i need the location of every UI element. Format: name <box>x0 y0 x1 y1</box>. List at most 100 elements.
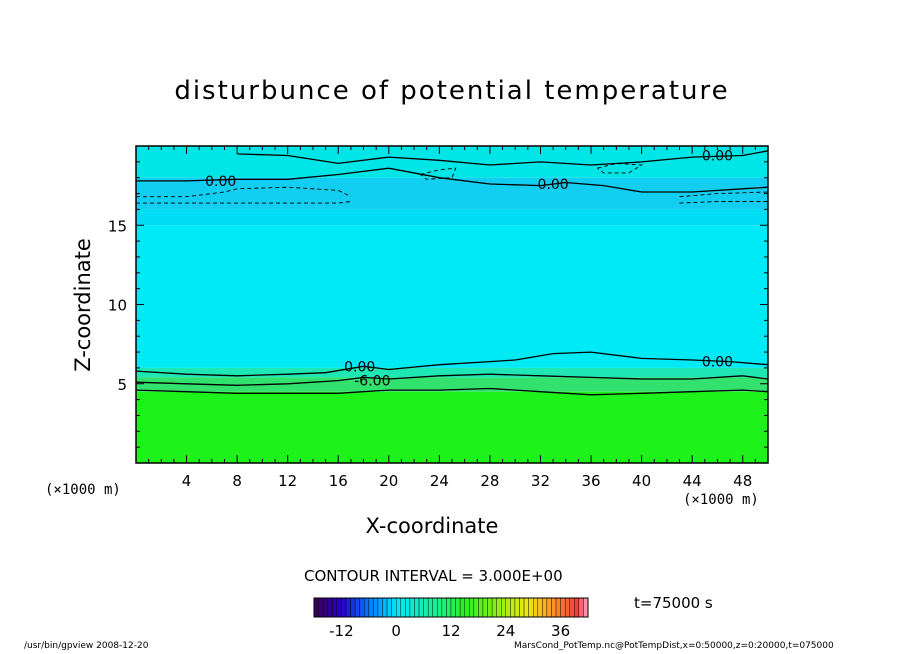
colorbar-cell <box>501 597 507 618</box>
colorbar-tick-label: 0 <box>391 622 401 640</box>
colorbar-cell <box>322 597 328 618</box>
y-tick-label: 10 <box>108 297 127 315</box>
colorbar-cell <box>405 597 411 618</box>
x-tick-label: 40 <box>632 472 651 490</box>
contour-label-0: 0.00 <box>205 174 236 190</box>
heatmap-layer-5 <box>136 177 768 210</box>
x-tick-label: 12 <box>278 472 297 490</box>
contour-line-5 <box>136 201 351 204</box>
colorbar-cell <box>569 597 575 618</box>
footer-source: MarsCond_PotTemp.nc@PotTempDist,x=0:5000… <box>514 641 834 651</box>
colorbar-cell <box>354 597 360 618</box>
y-tick-label: 15 <box>108 217 127 235</box>
x-tick-label: 4 <box>182 472 192 490</box>
contour-line-8 <box>679 191 768 198</box>
contour-labels: 0.00 0.000.000.00-6.000.00 <box>205 149 733 390</box>
x-tick-label: 32 <box>531 472 550 490</box>
colorbar-frame <box>313 597 589 618</box>
contour-line-4 <box>237 150 768 166</box>
colorbar-cell <box>478 597 484 618</box>
colorbar-cell <box>446 597 452 618</box>
x-tick-label: 16 <box>329 472 348 490</box>
colorbar-cell <box>373 597 379 618</box>
colorbar: -12 0 12 24 36 <box>313 597 589 640</box>
colorbar-cell <box>551 597 557 618</box>
contour-label-5: 0.00 <box>702 355 733 371</box>
colorbar-cell <box>487 597 493 618</box>
colorbar-cell <box>409 597 415 618</box>
x-tick-label: 20 <box>379 472 398 490</box>
colorbar-cell <box>368 597 374 618</box>
colorbar-cell <box>533 597 538 618</box>
contour-lines <box>136 150 768 396</box>
colorbar-cell <box>542 597 548 618</box>
x-tick-label: 8 <box>232 472 242 490</box>
colorbar-cell <box>491 597 497 618</box>
colorbar-cell <box>437 597 443 618</box>
time-label: t=75000 s <box>634 594 713 612</box>
colorbar-cell <box>482 597 488 618</box>
heatmap-layer-2 <box>136 367 768 378</box>
colorbar-cell <box>473 597 479 618</box>
contour-label-1: 0.00 <box>538 177 569 193</box>
contour-line-2 <box>136 387 768 396</box>
x-unit-label-left: (×1000 m) <box>45 482 121 498</box>
contour-label-3: 0.00 <box>344 359 375 375</box>
colorbar-cell <box>464 597 470 618</box>
colorbar-tick-label: 36 <box>551 622 570 640</box>
colorbar-cell <box>427 597 433 618</box>
x-tick-label: 44 <box>683 472 702 490</box>
x-tick-label: 36 <box>581 472 600 490</box>
colorbar-cell <box>432 597 438 618</box>
contour-line-0 <box>136 351 768 377</box>
y-tick-label: 5 <box>117 376 127 394</box>
x-tick-label: 48 <box>733 472 752 490</box>
contour-line-9 <box>420 167 457 180</box>
x-tick-label: 28 <box>480 472 499 490</box>
colorbar-cell <box>583 597 589 618</box>
colorbar-cell <box>423 597 429 618</box>
heatmap-layer-0 <box>136 391 768 463</box>
colorbar-cell <box>496 597 502 618</box>
contour-line-1 <box>136 373 768 386</box>
x-unit-label-right: (×1000 m) <box>683 492 759 508</box>
colorbar-cell <box>345 597 351 618</box>
colorbar-cell <box>318 597 324 618</box>
colorbar-cell <box>313 597 319 618</box>
contour-line-10 <box>597 162 644 174</box>
x-axis-label: X-coordinate <box>365 514 499 538</box>
colorbar-cell <box>386 597 392 618</box>
colorbar-cell <box>514 597 520 618</box>
colorbar-cell <box>359 597 365 618</box>
heatmap-layer-3 <box>136 225 768 368</box>
heatmap-layers <box>136 146 768 463</box>
colorbar-cell <box>441 597 447 618</box>
colorbar-cell <box>341 597 347 618</box>
colorbar-tick-label: -12 <box>329 622 354 640</box>
colorbar-cell <box>578 597 584 618</box>
chart-title: disturbunce of potential temperature <box>174 76 730 106</box>
contour-label-2: 0.00 <box>702 149 733 165</box>
contour-label-4: -6.00 <box>354 374 390 390</box>
colorbar-cell <box>455 597 461 618</box>
colorbar-cell <box>327 597 333 618</box>
y-axis-ticks: 5 10 15 <box>108 161 768 448</box>
colorbar-cell <box>350 597 356 618</box>
colorbar-cell <box>364 597 370 618</box>
colorbar-cell <box>528 597 534 618</box>
colorbar-cell <box>546 597 552 618</box>
colorbar-cell <box>377 597 383 618</box>
colorbar-cell <box>560 597 566 618</box>
colorbar-cell <box>418 597 424 618</box>
footer-command: /usr/bin/gpview 2008-12-20 <box>24 641 149 651</box>
colorbar-cell <box>336 597 342 618</box>
colorbar-cell <box>505 597 511 618</box>
colorbar-cell <box>519 597 525 618</box>
colorbar-cell <box>400 597 406 618</box>
colorbar-cell <box>564 597 570 618</box>
heatmap-layer-1 <box>136 377 768 392</box>
contour-line-7 <box>679 201 768 204</box>
colorbar-cell <box>510 597 516 618</box>
contour-interval-label: CONTOUR INTERVAL = 3.000E+00 <box>304 567 563 585</box>
colorbar-cell <box>332 597 338 618</box>
